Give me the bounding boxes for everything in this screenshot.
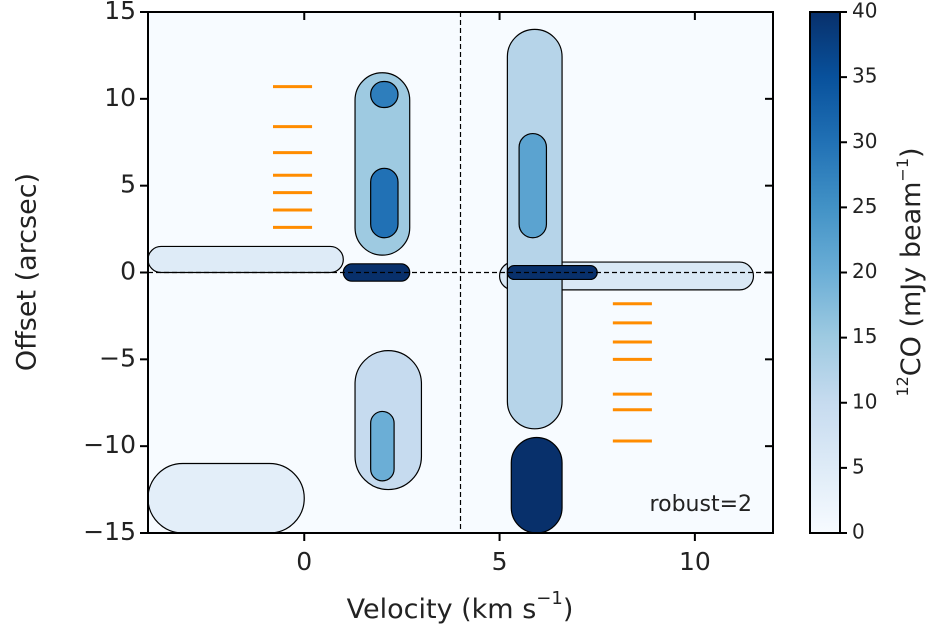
colorbar-tick-label: 35 xyxy=(852,64,877,88)
y-tick-label: −10 xyxy=(83,430,136,459)
y-tick-label: 15 xyxy=(104,0,136,25)
y-axis-label: Offset (arcsec) xyxy=(12,173,43,371)
emission-region xyxy=(510,436,563,533)
y-tick-label: 0 xyxy=(120,257,136,286)
emission-region xyxy=(370,167,399,239)
x-tick-label: 5 xyxy=(492,547,508,576)
x-tick-label: 10 xyxy=(679,547,711,576)
colorbar-tick-label: 15 xyxy=(852,324,877,348)
emission-region xyxy=(370,80,399,109)
plot-area xyxy=(148,12,773,533)
colorbar-tick-label: 20 xyxy=(852,259,877,283)
annotation: robust=2 xyxy=(650,492,752,517)
emission-region xyxy=(370,410,395,482)
emission-region xyxy=(518,132,548,239)
y-tick-label: −5 xyxy=(99,343,136,372)
emission-region xyxy=(148,245,344,274)
x-tick-label: 0 xyxy=(296,547,312,576)
y-tick-label: −15 xyxy=(83,517,136,546)
colorbar xyxy=(809,11,841,534)
emission-region xyxy=(148,462,305,533)
colorbar-tick-label: 30 xyxy=(852,129,877,153)
colorbar-tick-label: 10 xyxy=(852,389,877,413)
colorbar-tick-label: 25 xyxy=(852,194,877,218)
colorbar-tick-label: 5 xyxy=(852,454,865,478)
y-tick-label: 10 xyxy=(104,83,136,112)
colorbar-tick-label: 40 xyxy=(852,0,877,23)
colorbar-label: 12CO (mJy beam−1) xyxy=(893,147,927,396)
colorbar-tick-label: 0 xyxy=(852,520,865,544)
y-tick-label: 5 xyxy=(120,170,136,199)
x-axis-label: Velocity (km s−1) xyxy=(347,588,574,625)
